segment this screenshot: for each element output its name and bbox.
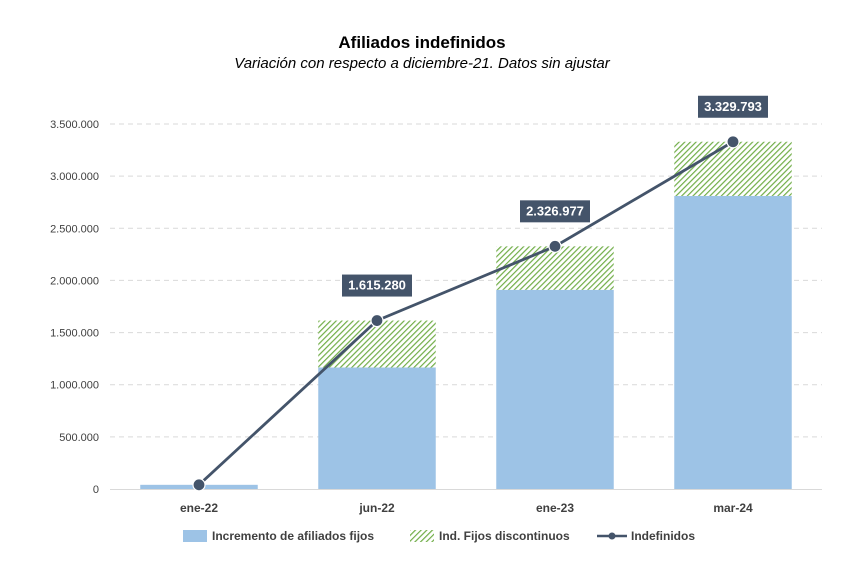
- data-labels: 1.615.280 2.326.977 3.329.793: [342, 95, 768, 297]
- indefinidos-point: [370, 313, 384, 328]
- y-tick-label: 1.500.000: [50, 328, 99, 340]
- bar-discontinuos: [496, 246, 614, 290]
- y-axis: 0 500.000 1.000.000 1.500.000 2.000.000 2.500…: [50, 119, 99, 496]
- x-tick-label: jun-22: [358, 501, 395, 515]
- bar-fijos: [496, 289, 614, 489]
- indefinidos-point: [726, 135, 740, 149]
- gridlines: [110, 123, 822, 438]
- chart-subtitle: Variación con respecto a diciembre-21. D…: [234, 55, 610, 72]
- y-tick-label: 3.500.000: [50, 119, 99, 131]
- x-tick-label: mar-24: [713, 501, 753, 515]
- y-tick-label: 1.000.000: [50, 380, 99, 392]
- legend-marker-indefinidos: [608, 532, 616, 540]
- data-label-text: 2.326.977: [526, 203, 584, 218]
- x-tick-label: ene-22: [180, 501, 218, 515]
- legend-swatch-discontinuos: [410, 530, 434, 542]
- legend-label-fijos: Incremento de afiliados fijos: [212, 529, 374, 543]
- legend-label-indefinidos: Indefinidos: [631, 529, 695, 543]
- x-axis: ene-22 jun-22 ene-23 mar-24: [110, 489, 822, 515]
- data-label-text: 1.615.280: [348, 278, 406, 293]
- y-tick-label: 2.000.000: [50, 275, 99, 287]
- y-tick-label: 500.000: [59, 432, 99, 444]
- bar-discontinuos: [674, 141, 792, 196]
- bar-fijos: [318, 367, 436, 489]
- data-label: 1.615.280: [342, 274, 412, 297]
- indefinidos-point: [192, 478, 206, 492]
- data-label-text: 3.329.793: [704, 99, 762, 114]
- data-label-box: [698, 95, 768, 118]
- bar-fijos: [674, 195, 792, 489]
- indefinidos-series-line: [198, 140, 734, 486]
- legend-swatch-fijos: [183, 530, 207, 542]
- y-tick-label: 0: [93, 484, 99, 496]
- bars: [140, 141, 792, 489]
- data-label: 2.326.977: [520, 200, 590, 223]
- legend-label-discontinuos: Ind. Fijos discontinuos: [439, 529, 570, 543]
- chart-title: Afiliados indefinidos: [338, 33, 505, 52]
- bar-discontinuos: [318, 320, 436, 368]
- data-label: 3.329.793: [698, 95, 768, 118]
- x-tick-label: ene-23: [536, 501, 574, 515]
- indefinidos-line: [192, 135, 740, 492]
- indefinidos-point: [548, 239, 562, 253]
- y-tick-label: 2.500.000: [50, 223, 99, 235]
- data-label-box: [342, 274, 412, 297]
- legend: Incremento de afiliados fijos Ind. Fijos…: [183, 529, 695, 543]
- data-label-box: [520, 200, 590, 223]
- y-tick-label: 3.000.000: [50, 171, 99, 183]
